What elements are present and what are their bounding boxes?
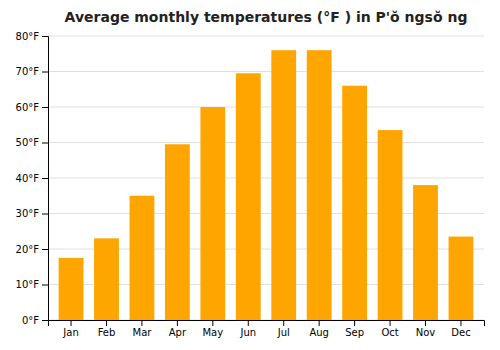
x-tick-label: Feb <box>98 327 116 338</box>
x-tick: Sep <box>345 320 364 338</box>
x-tick-mark <box>71 320 72 326</box>
x-tick-label: Aug <box>309 327 329 338</box>
bar <box>200 107 225 320</box>
bar <box>342 86 367 320</box>
x-tick-mark <box>283 320 284 326</box>
x-tick-mark <box>390 320 391 326</box>
y-axis: 0°F 10°F 20°F 30°F 40°F 50°F 60°F 70°F 80°F <box>16 31 49 326</box>
y-tick-mark <box>42 214 48 215</box>
y-tick-mark <box>42 249 48 250</box>
x-tick: Mar <box>132 320 152 338</box>
bar <box>94 238 119 320</box>
chart-svg: 0°F 10°F 20°F 30°F 40°F 50°F 60°F 70°F 80°F Jan Fe… <box>0 0 500 350</box>
y-tick-label: 70°F <box>16 66 40 77</box>
y-tick-label: 80°F <box>16 31 40 42</box>
y-tick: 80°F <box>16 31 48 42</box>
bar <box>271 50 296 320</box>
x-tick-label: Jun <box>239 327 256 338</box>
x-tick-mark <box>319 320 320 326</box>
x-tick: Dec <box>451 320 470 338</box>
x-tick-label: Jan <box>62 327 78 338</box>
x-tick-label: Sep <box>345 327 364 338</box>
grid <box>48 36 484 320</box>
y-tick-mark <box>42 36 48 37</box>
bar <box>59 258 84 320</box>
bar <box>165 144 190 320</box>
x-tick: Nov <box>416 320 436 338</box>
x-tick-label: May <box>202 327 223 338</box>
y-tick: 30°F <box>16 208 48 219</box>
grid-line <box>48 178 484 179</box>
bar <box>449 237 474 320</box>
x-tick-mark <box>177 320 178 326</box>
grid-line <box>48 142 484 143</box>
y-tick: 10°F <box>16 279 48 290</box>
x-tick-mark <box>425 320 426 326</box>
y-tick-label: 40°F <box>16 173 40 184</box>
x-tick-mark <box>248 320 249 326</box>
y-tick: 50°F <box>16 137 48 148</box>
plot-area: 0°F 10°F 20°F 30°F 40°F 50°F 60°F 70°F 80°F Jan Fe… <box>16 31 485 338</box>
y-tick-mark <box>42 320 48 321</box>
bars <box>59 50 474 320</box>
x-tick-mark <box>460 320 461 326</box>
y-tick-mark <box>42 72 48 73</box>
title: Average monthly temperatures (°F ) in P'… <box>65 9 468 25</box>
x-tick: Jun <box>239 320 256 338</box>
grid-line <box>48 71 484 72</box>
x-axis-line <box>49 321 485 327</box>
x-tick-mark <box>106 320 107 326</box>
y-tick-label: 20°F <box>16 244 40 255</box>
x-tick: Feb <box>98 320 116 338</box>
y-tick-mark <box>42 143 48 144</box>
grid-line <box>48 36 484 37</box>
x-axis: Jan Feb Mar Apr May Jun Jul Aug Sep Oct Nov Dec <box>49 320 485 338</box>
x-tick-label: Jul <box>277 327 290 338</box>
y-tick-mark <box>42 107 48 108</box>
x-tick-label: Oct <box>381 327 398 338</box>
y-tick: 40°F <box>16 173 48 184</box>
x-tick: Apr <box>169 320 187 338</box>
x-tick-label: Mar <box>132 327 152 338</box>
y-tick: 20°F <box>16 244 48 255</box>
x-tick: Aug <box>309 320 329 338</box>
y-tick-mark <box>42 178 48 179</box>
y-tick-label: 10°F <box>16 279 40 290</box>
y-tick-label: 30°F <box>16 208 40 219</box>
x-tick-label: Nov <box>416 327 436 338</box>
y-tick: 0°F <box>22 315 48 326</box>
bar <box>378 130 403 320</box>
x-tick: Jul <box>277 320 290 338</box>
y-tick-mark <box>42 285 48 286</box>
x-tick: Oct <box>381 320 398 338</box>
bar <box>307 50 332 320</box>
x-tick-mark <box>141 320 142 326</box>
y-tick-label: 50°F <box>16 137 40 148</box>
y-tick-label: 0°F <box>22 315 39 326</box>
y-axis-line <box>42 37 49 321</box>
y-tick: 60°F <box>16 102 48 113</box>
grid-line <box>48 107 484 108</box>
x-tick-label: Dec <box>451 327 470 338</box>
bar <box>413 185 438 320</box>
x-tick-mark <box>354 320 355 326</box>
x-tick-label: Apr <box>169 327 187 338</box>
x-tick-mark <box>212 320 213 326</box>
bar <box>130 196 155 320</box>
y-tick-label: 60°F <box>16 102 40 113</box>
y-tick: 70°F <box>16 66 48 77</box>
x-tick: May <box>202 320 223 338</box>
x-tick: Jan <box>62 320 78 338</box>
bar <box>236 73 261 320</box>
